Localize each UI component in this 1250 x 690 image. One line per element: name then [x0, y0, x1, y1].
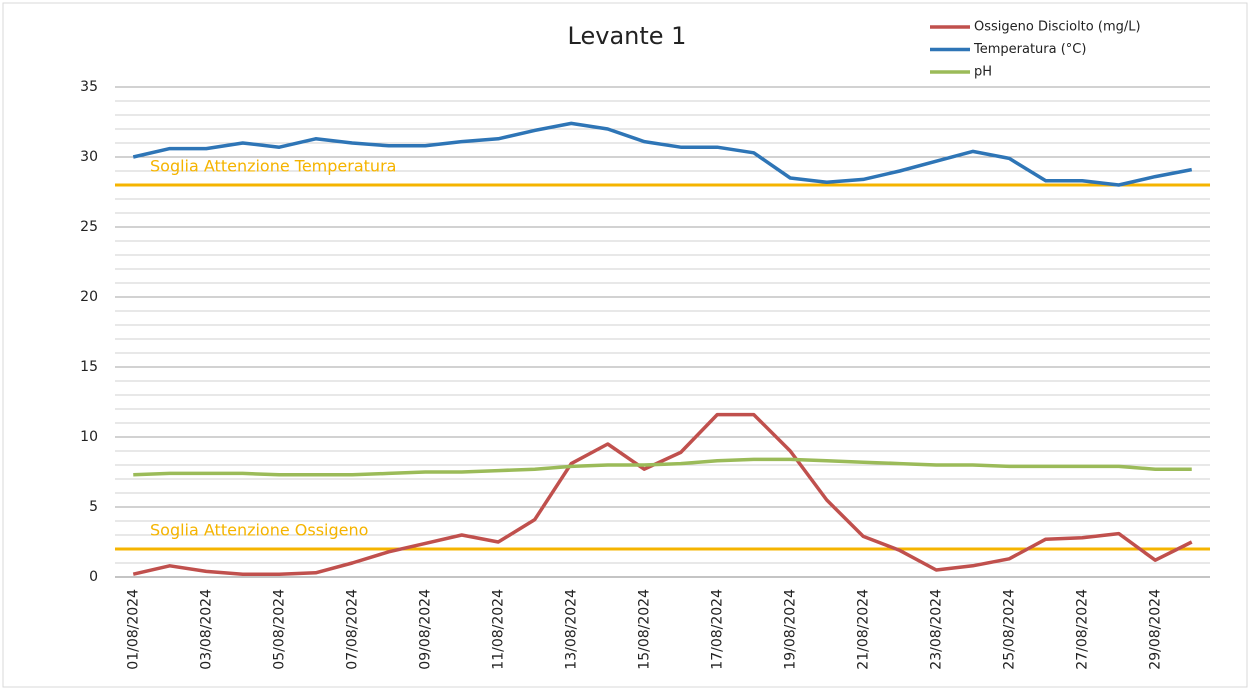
x-tick-label: 11/08/2024	[490, 589, 506, 670]
x-tick-label: 03/08/2024	[198, 589, 214, 670]
x-tick-label: 09/08/2024	[417, 589, 433, 670]
y-tick-label: 10	[80, 429, 98, 445]
x-tick-label: 25/08/2024	[1001, 589, 1017, 670]
x-tick-label: 13/08/2024	[563, 589, 579, 670]
x-tick-label: 01/08/2024	[125, 589, 141, 670]
y-tick-label: 35	[80, 79, 98, 95]
x-tick-label: 19/08/2024	[782, 589, 798, 670]
y-tick-label: 20	[80, 289, 98, 305]
chart-title: Levante 1	[568, 22, 687, 50]
x-tick-label: 21/08/2024	[855, 589, 871, 670]
legend-label: pH	[974, 65, 992, 80]
series-line	[133, 457, 1192, 477]
x-tick-label: 23/08/2024	[928, 589, 944, 670]
x-tick-label: 07/08/2024	[344, 589, 360, 670]
y-tick-label: 30	[80, 149, 98, 165]
y-tick-label: 15	[80, 359, 98, 375]
x-tick-label: 15/08/2024	[636, 589, 652, 670]
y-tick-label: 0	[89, 569, 98, 585]
x-tick-label: 27/08/2024	[1074, 589, 1090, 670]
y-tick-label: 25	[80, 219, 98, 235]
series-line	[132, 121, 1193, 187]
x-tick-label: 17/08/2024	[709, 589, 725, 670]
x-tick-label: 05/08/2024	[271, 589, 287, 670]
x-tick-label: 29/08/2024	[1147, 589, 1163, 670]
series-line	[132, 412, 1193, 576]
threshold-label: Soglia Attenzione Temperatura	[150, 157, 396, 176]
y-tick-label: 5	[89, 499, 98, 515]
threshold-label: Soglia Attenzione Ossigeno	[150, 521, 368, 540]
legend-label: Temperatura (°C)	[973, 42, 1086, 57]
legend-label: Ossigeno Disciolto (mg/L)	[974, 20, 1141, 35]
